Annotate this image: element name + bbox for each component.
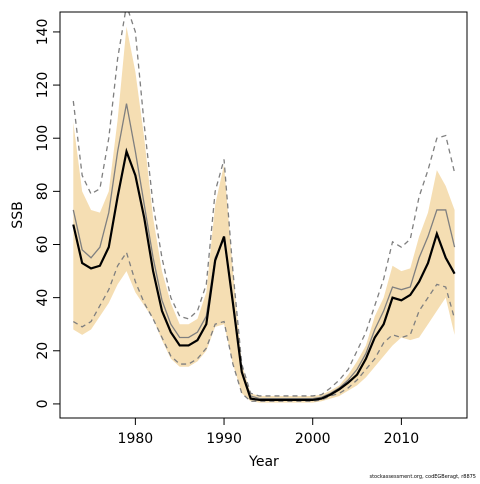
bound-line xyxy=(72,250,456,402)
x-axis-label: Year xyxy=(248,454,279,470)
y-tick-label: 120 xyxy=(35,72,51,99)
y-axis-label: SSB xyxy=(10,201,26,228)
footnote: stockassessment.org, codEGBeragt, r8875 xyxy=(369,474,476,480)
bound-line xyxy=(72,12,456,397)
y-tick-label: 40 xyxy=(35,289,51,307)
y-tick-label: 140 xyxy=(35,19,51,46)
plot-frame xyxy=(59,11,468,419)
y-tick-label: 20 xyxy=(35,342,51,360)
y-tick-label: 0 xyxy=(35,399,51,408)
x-tick-label: 2000 xyxy=(295,431,331,447)
x-tick-label: 1980 xyxy=(118,431,154,447)
y-tick-label: 100 xyxy=(35,125,51,152)
y-tick-label: 60 xyxy=(35,236,51,254)
y-tick-label: 80 xyxy=(35,182,51,200)
x-tick-label: 2010 xyxy=(384,431,420,447)
plot-area xyxy=(72,12,456,403)
estimate-line xyxy=(72,103,456,400)
x-tick-label: 1990 xyxy=(206,431,242,447)
confidence-band xyxy=(73,26,455,403)
ssb-line xyxy=(72,147,456,402)
